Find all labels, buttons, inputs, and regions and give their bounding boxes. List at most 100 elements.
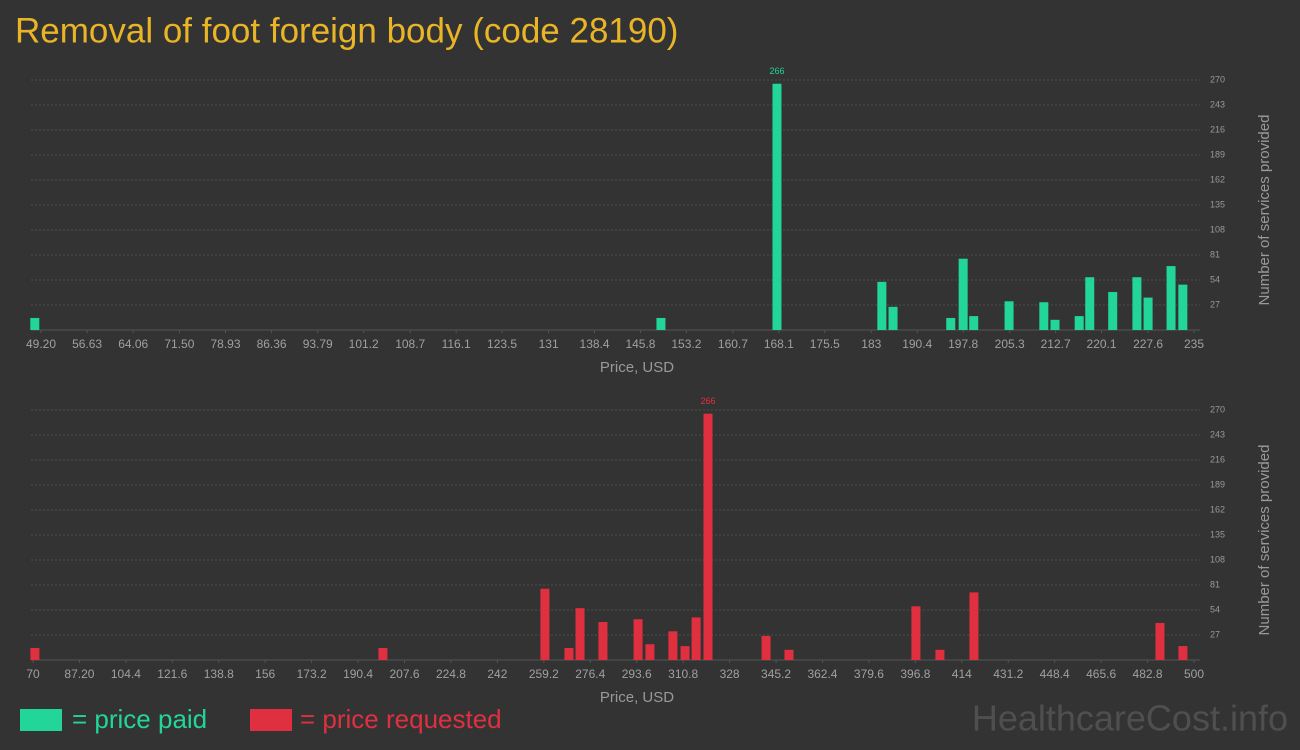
bar	[958, 258, 968, 330]
x-tick-label: 276.4	[575, 667, 605, 681]
x-tick-label: 242	[487, 667, 507, 681]
value-label: 266	[700, 396, 715, 406]
y-tick-label: 27	[1210, 299, 1220, 309]
x-tick-label: 345.2	[761, 667, 791, 681]
bar	[1178, 646, 1188, 660]
x-tick-label: 153.2	[671, 337, 701, 351]
bar	[656, 317, 666, 330]
x-tick-label: 205.3	[995, 337, 1025, 351]
bar	[1085, 277, 1095, 330]
x-tick-label: 220.1	[1087, 337, 1117, 351]
bar	[1143, 297, 1153, 330]
x-tick-label: 379.6	[854, 667, 884, 681]
x-tick-label: 138.8	[204, 667, 234, 681]
x-tick-label: 71.50	[164, 337, 194, 351]
bar	[1039, 302, 1049, 330]
bar	[668, 631, 678, 660]
x-tick-label: 173.2	[297, 667, 327, 681]
x-tick-label: 56.63	[72, 337, 102, 351]
bar	[969, 316, 979, 330]
bar	[680, 646, 690, 660]
x-axis-label: Price, USD	[600, 359, 674, 376]
bar	[633, 619, 643, 660]
x-tick-label: 482.8	[1133, 667, 1163, 681]
x-tick-label: 465.6	[1086, 667, 1116, 681]
x-tick-label: 207.6	[390, 667, 420, 681]
x-tick-label: 93.79	[303, 337, 333, 351]
x-tick-label: 190.4	[343, 667, 373, 681]
y-tick-label: 216	[1210, 124, 1225, 134]
bar	[911, 606, 921, 660]
y-tick-label: 135	[1210, 529, 1225, 539]
x-tick-label: 328	[720, 667, 740, 681]
bar	[772, 83, 782, 330]
bar	[30, 317, 40, 330]
x-tick-label: 49.20	[26, 337, 56, 351]
bar	[888, 306, 898, 330]
x-tick-label: 101.2	[349, 337, 379, 351]
x-tick-label: 145.8	[625, 337, 655, 351]
y-tick-label: 189	[1210, 149, 1225, 159]
y-tick-label: 162	[1210, 504, 1225, 514]
x-tick-label: 138.4	[580, 337, 610, 351]
y-tick-label: 54	[1210, 274, 1220, 284]
legend-swatch	[20, 709, 62, 731]
legend-label: = price paid	[72, 704, 207, 734]
x-tick-label: 78.93	[210, 337, 240, 351]
x-tick-label: 183	[861, 337, 881, 351]
bar	[1178, 284, 1188, 330]
y-tick-label: 270	[1210, 404, 1225, 414]
bar	[1155, 622, 1165, 660]
bar	[540, 588, 550, 660]
bar	[935, 649, 945, 660]
bar	[1166, 266, 1176, 330]
x-axis-label: Price, USD	[600, 689, 674, 706]
x-tick-label: 104.4	[111, 667, 141, 681]
bar	[1004, 301, 1014, 330]
y-tick-label: 81	[1210, 579, 1220, 589]
bar	[564, 647, 574, 660]
bar	[378, 647, 388, 660]
y-tick-label: 81	[1210, 249, 1220, 259]
y-tick-label: 162	[1210, 174, 1225, 184]
legend-swatch	[250, 709, 292, 731]
bar	[691, 617, 701, 660]
x-tick-label: 175.5	[810, 337, 840, 351]
bar	[1050, 319, 1060, 330]
y-tick-label: 270	[1210, 74, 1225, 84]
x-tick-label: 64.06	[118, 337, 148, 351]
bar	[1074, 316, 1084, 330]
x-tick-label: 156	[255, 667, 275, 681]
x-tick-label: 168.1	[764, 337, 794, 351]
x-tick-label: 310.8	[668, 667, 698, 681]
bar	[598, 622, 608, 660]
y-axis-label: Number of services provided	[1256, 445, 1273, 636]
x-tick-label: 431.2	[993, 667, 1023, 681]
y-axis-label: Number of services provided	[1256, 115, 1273, 306]
x-tick-label: 396.8	[900, 667, 930, 681]
x-tick-label: 87.20	[64, 667, 94, 681]
bar	[703, 413, 713, 660]
x-tick-label: 235	[1184, 337, 1204, 351]
legend-label: = price requested	[300, 704, 502, 734]
x-tick-label: 500	[1184, 667, 1204, 681]
watermark: HealthcareCost.info	[972, 698, 1288, 739]
x-tick-label: 190.4	[902, 337, 932, 351]
x-tick-label: 448.4	[1040, 667, 1070, 681]
x-tick-label: 362.4	[807, 667, 837, 681]
bar	[877, 281, 887, 330]
bar	[761, 635, 771, 660]
bar	[969, 592, 979, 660]
x-tick-label: 227.6	[1133, 337, 1163, 351]
x-tick-label: 414	[952, 667, 972, 681]
x-tick-label: 212.7	[1041, 337, 1071, 351]
y-tick-label: 108	[1210, 224, 1225, 234]
bar	[1108, 292, 1118, 330]
bar	[1132, 277, 1142, 330]
x-tick-label: 197.8	[948, 337, 978, 351]
bar	[575, 608, 585, 660]
y-tick-label: 108	[1210, 554, 1225, 564]
title: Removal of foot foreign body (code 28190…	[15, 11, 678, 50]
x-tick-label: 108.7	[395, 337, 425, 351]
